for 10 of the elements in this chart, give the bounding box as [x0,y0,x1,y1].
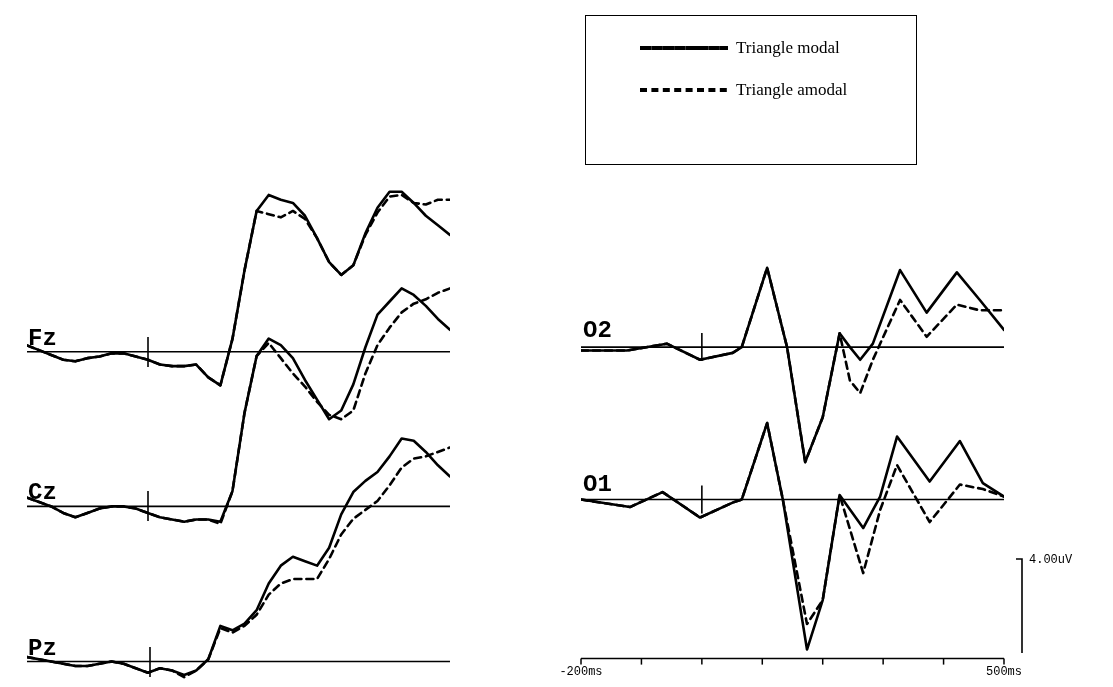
text: Cz [28,478,57,506]
legend-label: Triangle modal [736,38,840,58]
legend-label: Triangle amodal [736,80,848,100]
x-tick-label: -200ms [559,665,603,680]
text: Pz [28,634,57,662]
text: O2 [583,317,612,344]
x-tick-label: 500ms [986,665,1022,680]
text: Fz [28,324,57,352]
text: O1 [583,470,612,498]
scale-bar: 4.00uV [1013,553,1083,655]
